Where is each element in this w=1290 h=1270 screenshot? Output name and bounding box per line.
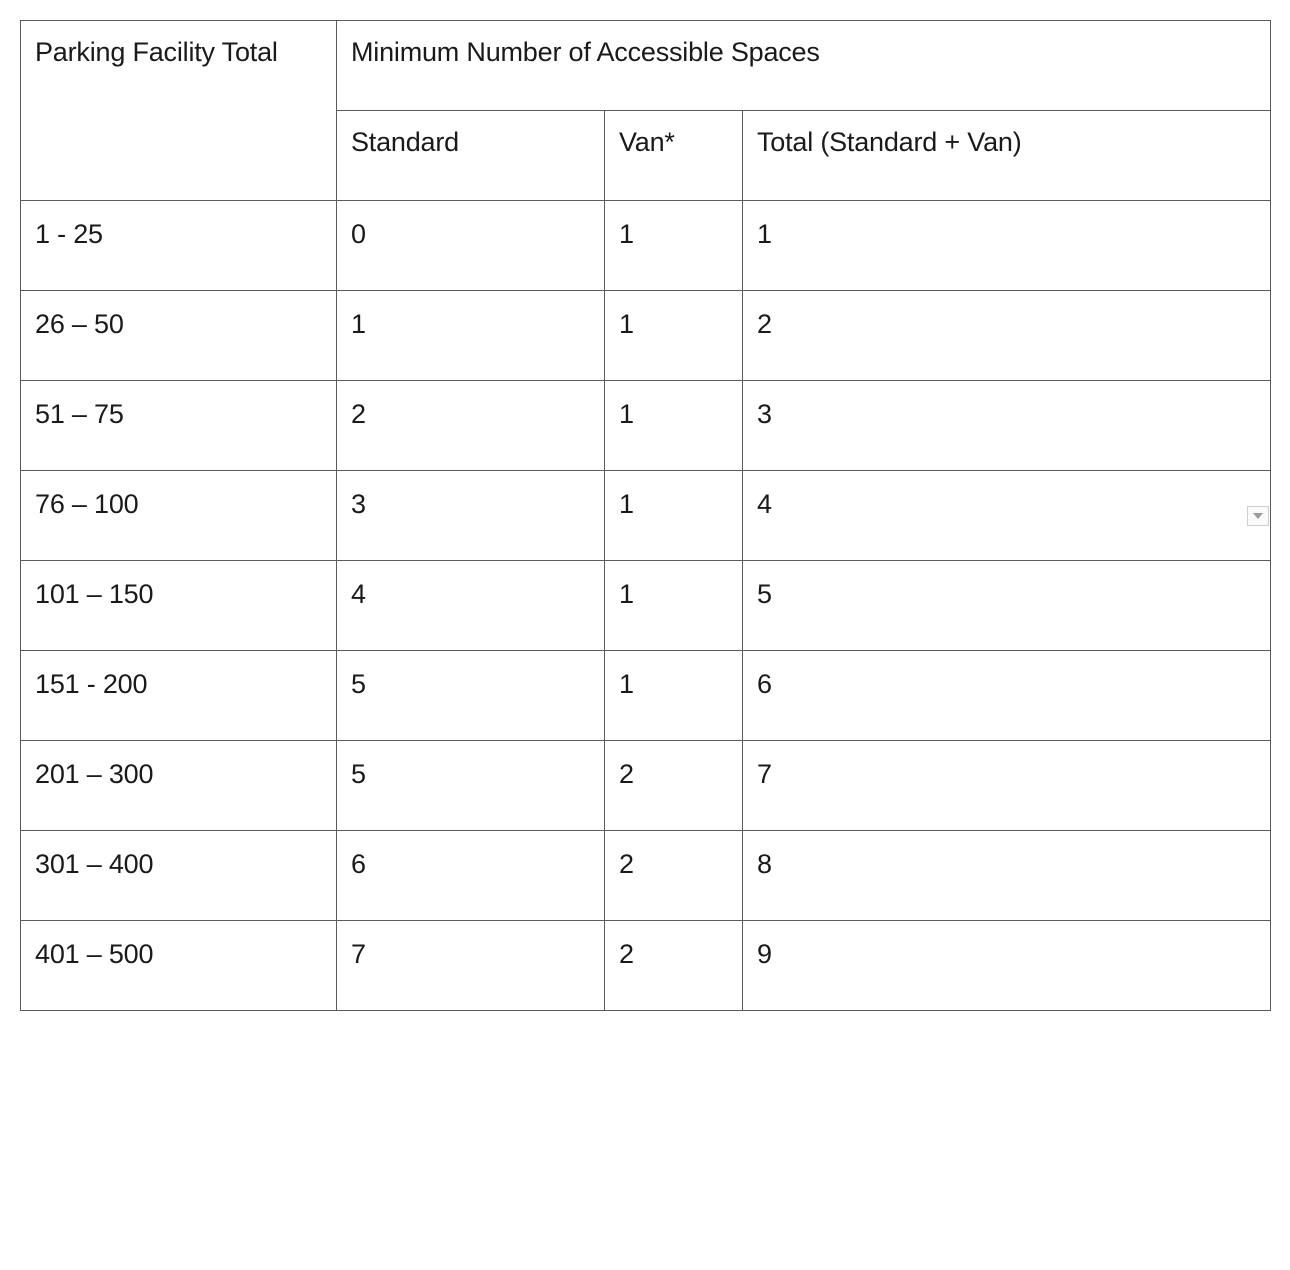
cell-total: 5 (743, 561, 1271, 651)
cell-facility: 1 - 25 (21, 201, 337, 291)
cell-standard: 6 (337, 831, 605, 921)
parking-table-wrapper: Parking Facility Total Minimum Number of… (20, 20, 1270, 1011)
cell-van: 2 (605, 831, 743, 921)
cell-standard: 7 (337, 921, 605, 1011)
table-row: 51 – 75213 (21, 381, 1271, 471)
table-body: 1 - 2501126 – 5011251 – 7521376 – 100314… (21, 201, 1271, 1011)
cell-total: 2 (743, 291, 1271, 381)
cell-total: 3 (743, 381, 1271, 471)
cell-total: 1 (743, 201, 1271, 291)
cell-facility: 51 – 75 (21, 381, 337, 471)
table-header-row-1: Parking Facility Total Minimum Number of… (21, 21, 1271, 111)
dropdown-icon[interactable] (1247, 506, 1269, 526)
cell-standard: 4 (337, 561, 605, 651)
cell-van: 2 (605, 921, 743, 1011)
cell-total: 6 (743, 651, 1271, 741)
cell-facility: 151 - 200 (21, 651, 337, 741)
cell-facility: 76 – 100 (21, 471, 337, 561)
cell-facility: 301 – 400 (21, 831, 337, 921)
cell-facility: 101 – 150 (21, 561, 337, 651)
table-row: 101 – 150415 (21, 561, 1271, 651)
table-row: 1 - 25011 (21, 201, 1271, 291)
cell-van: 1 (605, 471, 743, 561)
header-van: Van* (605, 111, 743, 201)
cell-standard: 2 (337, 381, 605, 471)
parking-accessible-spaces-table: Parking Facility Total Minimum Number of… (20, 20, 1271, 1011)
cell-standard: 5 (337, 741, 605, 831)
cell-standard: 1 (337, 291, 605, 381)
cell-facility: 26 – 50 (21, 291, 337, 381)
cell-standard: 3 (337, 471, 605, 561)
cell-van: 2 (605, 741, 743, 831)
cell-total: 9 (743, 921, 1271, 1011)
table-row: 201 – 300527 (21, 741, 1271, 831)
cell-total: 4 (743, 471, 1271, 561)
table-row: 301 – 400628 (21, 831, 1271, 921)
cell-total: 8 (743, 831, 1271, 921)
header-standard: Standard (337, 111, 605, 201)
table-row: 401 – 500729 (21, 921, 1271, 1011)
header-facility: Parking Facility Total (21, 21, 337, 201)
cell-facility: 201 – 300 (21, 741, 337, 831)
header-group: Minimum Number of Accessible Spaces (337, 21, 1271, 111)
cell-van: 1 (605, 291, 743, 381)
cell-van: 1 (605, 651, 743, 741)
cell-van: 1 (605, 381, 743, 471)
table-row: 151 - 200516 (21, 651, 1271, 741)
cell-total: 7 (743, 741, 1271, 831)
cell-facility: 401 – 500 (21, 921, 337, 1011)
cell-van: 1 (605, 201, 743, 291)
cell-standard: 0 (337, 201, 605, 291)
cell-van: 1 (605, 561, 743, 651)
header-total: Total (Standard + Van) (743, 111, 1271, 201)
table-row: 26 – 50112 (21, 291, 1271, 381)
table-header: Parking Facility Total Minimum Number of… (21, 21, 1271, 201)
table-row: 76 – 100314 (21, 471, 1271, 561)
cell-standard: 5 (337, 651, 605, 741)
